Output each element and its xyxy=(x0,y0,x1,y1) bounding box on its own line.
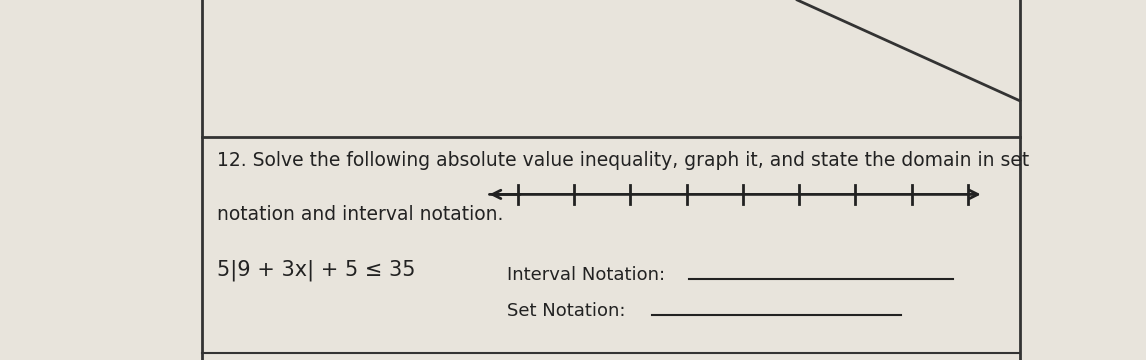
Text: 12. Solve the following absolute value inequality, graph it, and state the domai: 12. Solve the following absolute value i… xyxy=(218,151,1030,170)
Text: Set Notation:: Set Notation: xyxy=(508,302,626,320)
Text: 5|9 + 3x| + 5 ≤ 35: 5|9 + 3x| + 5 ≤ 35 xyxy=(218,259,416,281)
Text: Interval Notation:: Interval Notation: xyxy=(508,266,666,284)
Text: notation and interval notation.: notation and interval notation. xyxy=(218,205,504,224)
